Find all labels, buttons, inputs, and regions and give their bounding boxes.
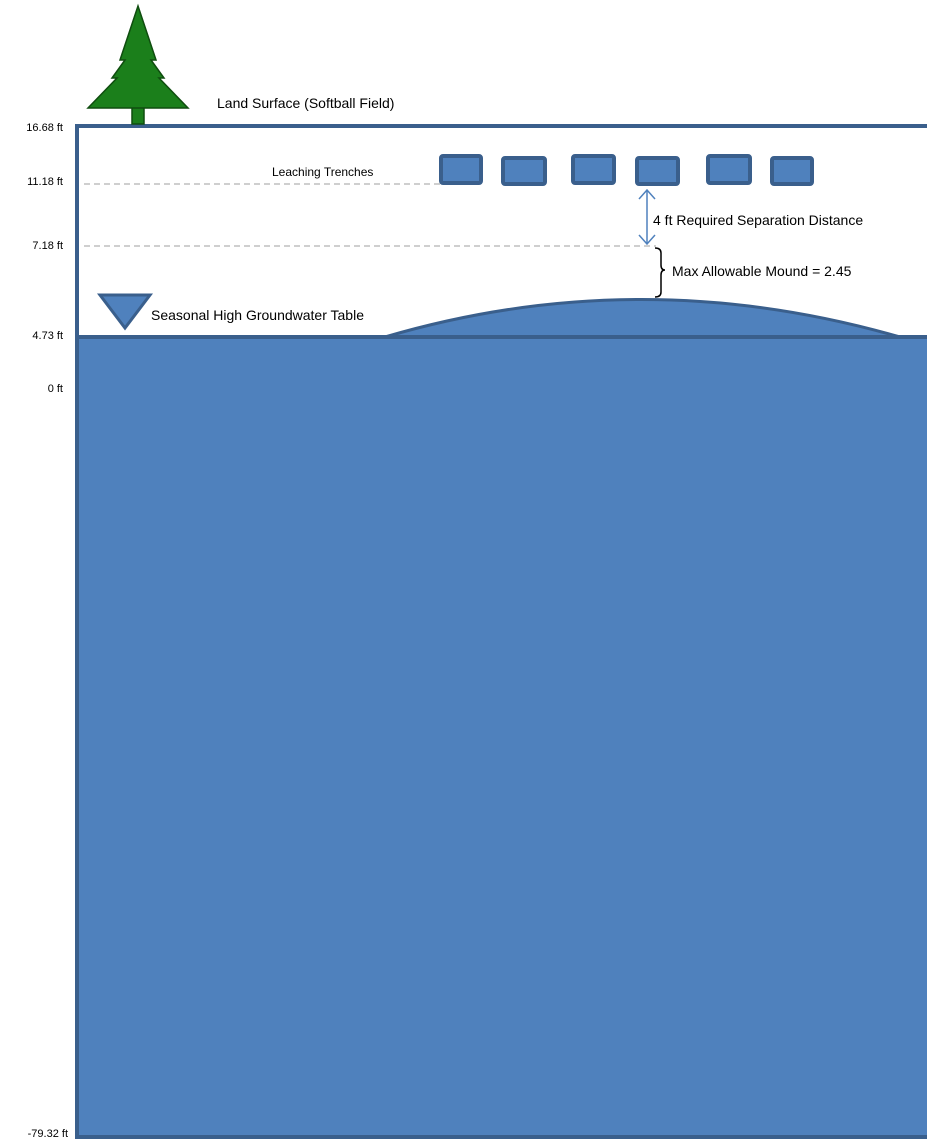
max-mound-label: Max Allowable Mound = 2.45 [672,263,852,279]
trench [706,154,752,185]
elevation-groundwater: 4.73 ft [32,330,63,342]
mound-brace [654,247,666,298]
elevation-land-surface: 16.68 ft [26,122,63,134]
inverted-triangle-icon [96,293,154,331]
leaching-trenches-label: Leaching Trenches [272,165,373,179]
elevation-separation-limit: 7.18 ft [32,240,63,252]
trench [635,156,680,186]
tree-icon [86,3,190,125]
land-surface-label: Land Surface (Softball Field) [217,95,394,111]
elevation-bottom: -79.32 ft [28,1128,68,1140]
trench [439,154,483,185]
trench [770,156,814,186]
groundwater-mound [384,298,901,339]
saturated-zone [77,337,927,1137]
trench [571,154,616,185]
cross-section-outline [75,124,927,1139]
elevation-trench-bottom: 11.18 ft [27,176,63,188]
separation-arrow [638,188,656,246]
elevation-datum: 0 ft [48,383,63,395]
trench [501,156,547,186]
groundwater-table-label: Seasonal High Groundwater Table [151,307,364,323]
separation-distance-label: 4 ft Required Separation Distance [653,212,863,228]
leaching-trenches [439,154,814,186]
